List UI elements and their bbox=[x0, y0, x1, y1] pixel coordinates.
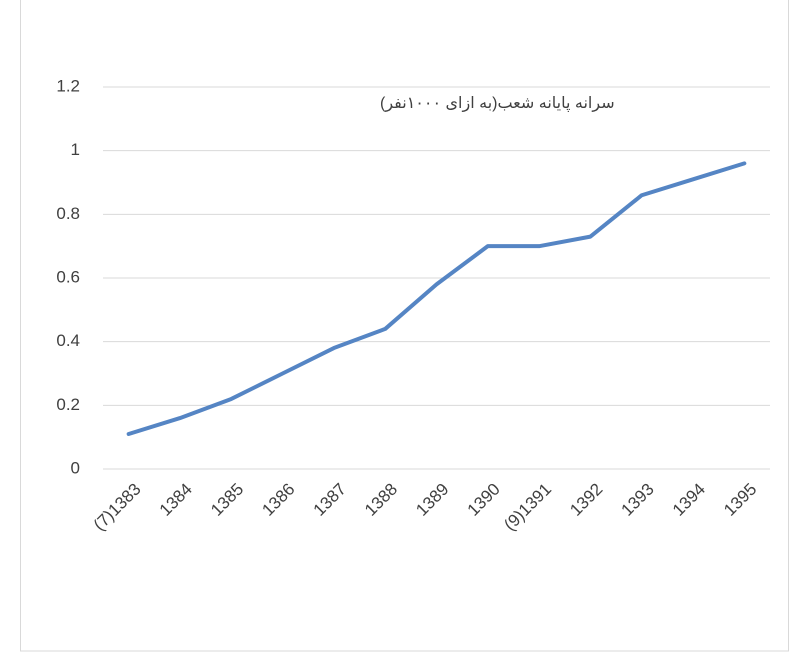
x-tick-label: 1384 bbox=[156, 480, 196, 520]
y-tick-label: 1.2 bbox=[56, 76, 80, 95]
x-tick-label: 1388 bbox=[361, 480, 401, 520]
x-tick-label: 1385 bbox=[207, 480, 247, 520]
y-tick-label: 0.2 bbox=[56, 395, 80, 414]
y-tick-label: 0.8 bbox=[56, 204, 80, 223]
x-tick-label: 1386 bbox=[258, 480, 298, 520]
x-tick-label: (9)1391 bbox=[500, 480, 555, 535]
x-tick-label: 1393 bbox=[618, 480, 658, 520]
x-tick-label: 1387 bbox=[310, 480, 350, 520]
y-tick-label: 0.6 bbox=[56, 267, 80, 286]
data-line bbox=[126, 161, 747, 436]
x-tick-label: (7)1383 bbox=[90, 480, 145, 535]
y-tick-label: 1 bbox=[71, 140, 80, 159]
chart-border bbox=[20, 0, 789, 652]
chart-title: سرانه پایانه شعب(به ازای ۱۰۰۰نفر) bbox=[380, 95, 615, 113]
y-tick-label: 0 bbox=[71, 458, 80, 477]
x-tick-label: 1395 bbox=[720, 480, 760, 520]
x-tick-label: 1390 bbox=[464, 480, 504, 520]
y-tick-label: 0.4 bbox=[56, 331, 80, 350]
x-tick-label: 1392 bbox=[566, 480, 606, 520]
x-tick-label: 1389 bbox=[412, 480, 452, 520]
x-tick-label: 1394 bbox=[669, 480, 709, 520]
